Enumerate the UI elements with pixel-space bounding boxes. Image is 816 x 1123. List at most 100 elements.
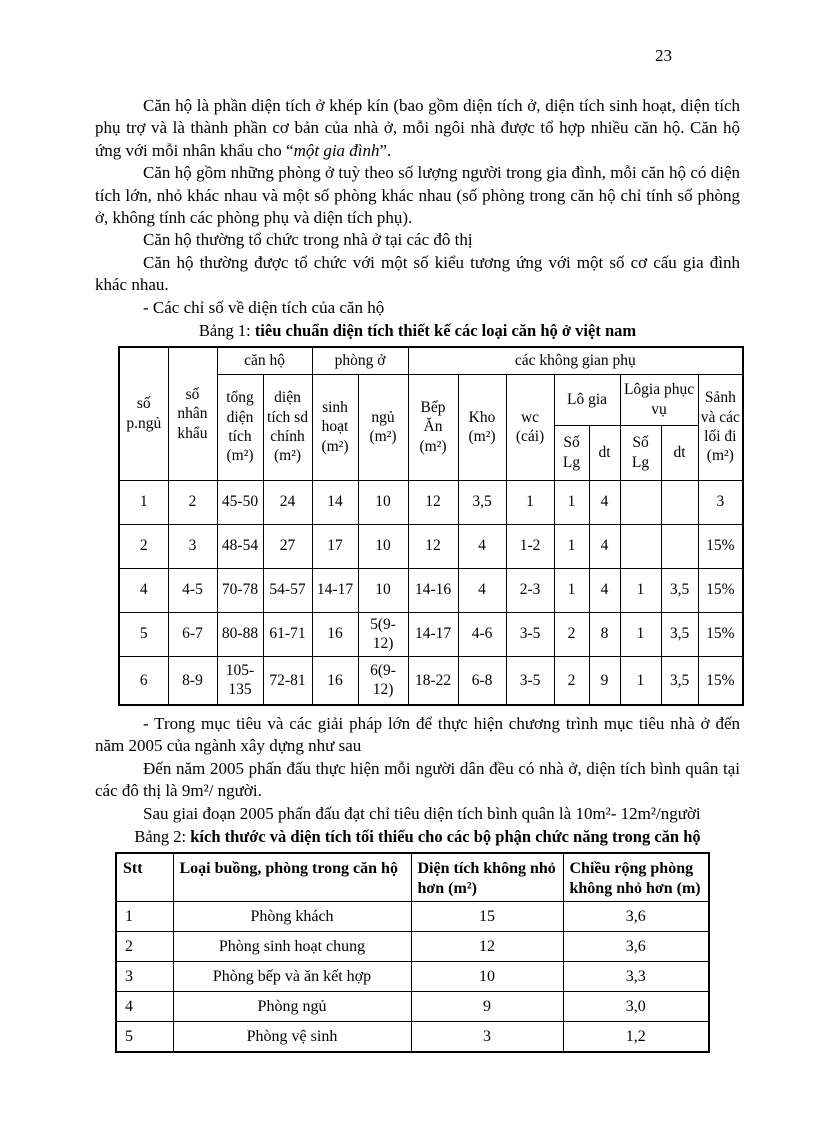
cell: 10: [357, 567, 409, 613]
table2-row: 2 Phòng sinh hoạt chung 12 3,6: [115, 931, 710, 963]
cell: 4: [457, 567, 507, 613]
cell: 12: [410, 931, 564, 963]
header-cell-kitchen: Bếp Ăn (m²): [407, 373, 459, 481]
cell: 12: [407, 523, 459, 569]
cell: 3,5: [660, 567, 699, 613]
table2-row: 1 Phòng khách 15 3,6: [115, 901, 710, 933]
header-group-aux-spaces: các không gian phụ: [407, 346, 744, 375]
cell: 3: [410, 1021, 564, 1053]
cell: 8: [588, 611, 621, 657]
cell: Phòng sinh hoạt chung: [172, 931, 412, 963]
cell: Phòng vệ sinh: [172, 1021, 412, 1053]
table2-caption: Bảng 2: kích thước và diện tích tối thiể…: [95, 826, 740, 848]
paragraph-program-goals: - Trong mục tiêu và các giải pháp lớn để…: [95, 714, 740, 756]
cell: 1: [553, 567, 590, 613]
table1-row: 2 3 48-54 27 17 10 12 4 1-2 1 4 15%: [118, 523, 744, 569]
cell: 14: [311, 479, 359, 525]
table1-caption: Bảng 1: tiêu chuẩn diện tích thiết kế cá…: [95, 320, 740, 342]
paragraph-apartment-urban: Căn hộ thường tổ chức trong nhà ở tại cá…: [143, 230, 473, 250]
paragraph-apartment-types: Căn hộ thường được tổ chức với một số ki…: [95, 252, 740, 295]
paragraph-apartment-rooms: Căn hộ gồm những phòng ở tuỳ theo số lượ…: [95, 163, 740, 228]
header-cell-main-area: diện tích sd chính (m²): [262, 373, 313, 481]
cell: 3,3: [562, 961, 710, 993]
header-cell-wc: wc (cái): [505, 373, 555, 481]
cell: 4-6: [457, 611, 507, 657]
cell: 10: [410, 961, 564, 993]
paragraph-goal-2005: Đến năm 2005 phấn đấu thực hiện mỗi ngườ…: [95, 758, 740, 801]
cell: 12: [407, 479, 459, 525]
header-cell-storage: Kho (m²): [457, 373, 507, 481]
cell: 105-135: [216, 655, 264, 706]
cell: 6-7: [167, 611, 218, 657]
cell: 6(9-12): [357, 655, 409, 706]
cell: 15%: [697, 655, 744, 706]
table1-caption-title: tiêu chuẩn diện tích thiết kế các loại c…: [254, 321, 637, 341]
cell: 3: [167, 523, 218, 569]
cell: 1: [619, 611, 662, 657]
table2-header-row: Stt Loại buồng, phòng trong căn hộ Diện …: [115, 852, 710, 903]
cell: 15%: [697, 567, 744, 613]
cell: 15: [410, 901, 564, 933]
cell: 6-8: [457, 655, 507, 706]
header-cell-loggia-count: Số Lg: [553, 424, 590, 481]
cell: 1: [619, 567, 662, 613]
page-number: 23: [655, 46, 672, 65]
cell: 15%: [697, 523, 744, 569]
cell: 1: [118, 479, 169, 525]
cell: 9: [410, 991, 564, 1023]
table1-row: 1 2 45-50 24 14 10 12 3,5 1 1 4 3: [118, 479, 744, 525]
cell: 72-81: [262, 655, 313, 706]
cell: 14-16: [407, 567, 459, 613]
header-cell-min-width: Chiều rộng phòng không nhỏ hơn (m): [562, 852, 710, 903]
cell: 3-5: [505, 611, 555, 657]
cell: 70-78: [216, 567, 264, 613]
header-group-loggia: Lô gia: [553, 373, 621, 426]
header-cell-stt: Stt: [115, 852, 174, 903]
cell: Phòng khách: [172, 901, 412, 933]
cell: 1: [553, 523, 590, 569]
header-cell-living: sinh hoạt (m²): [311, 373, 359, 481]
header-cell-rooms: số p.ngủ: [118, 346, 169, 481]
page-content: Căn hộ là phần diện tích ở khép kín (bao…: [95, 95, 745, 1054]
table1-caption-label: Bảng 1:: [198, 321, 251, 341]
header-cell-loggia-area: dt: [588, 424, 621, 481]
paragraph-apartment-definition: Căn hộ là phần diện tích ở khép kín (bao…: [95, 95, 740, 162]
cell: 3: [115, 961, 174, 993]
cell: 14-17: [311, 567, 359, 613]
cell: [660, 523, 699, 569]
cell: 1: [553, 479, 590, 525]
cell: 4: [588, 567, 621, 613]
cell: 4: [457, 523, 507, 569]
header-cell-hall: Sảnh và các lối đi (m²): [697, 373, 744, 481]
table2-min-dimensions: Stt Loại buồng, phòng trong căn hộ Diện …: [115, 852, 710, 1054]
header-cell-service-loggia-area: dt: [660, 424, 699, 481]
header-group-service-loggia: Lôgia phục vụ: [619, 373, 699, 426]
cell: 15%: [697, 611, 744, 657]
cell: 1: [505, 479, 555, 525]
cell: 3,5: [457, 479, 507, 525]
cell: 3: [697, 479, 744, 525]
table2-row: 3 Phòng bếp và ăn kết hợp 10 3,3: [115, 961, 710, 993]
cell: 2: [553, 655, 590, 706]
table1-row: 5 6-7 80-88 61-71 16 5(9-12) 14-17 4-6 3…: [118, 611, 744, 657]
cell: 3,6: [562, 931, 710, 963]
cell: 9: [588, 655, 621, 706]
cell: 2-3: [505, 567, 555, 613]
cell: 5: [115, 1021, 174, 1053]
cell: 10: [357, 479, 409, 525]
cell: [619, 523, 662, 569]
cell: [619, 479, 662, 525]
cell: 5(9-12): [357, 611, 409, 657]
cell: 16: [311, 655, 359, 706]
header-cell-persons: số nhân khẩu: [167, 346, 218, 481]
paragraph-goal-after-2005: Sau giai đoạn 2005 phấn đấu đạt chỉ tiêu…: [143, 803, 701, 823]
cell: 2: [115, 931, 174, 963]
header-cell-total-area: tổng diện tích (m²): [216, 373, 264, 481]
cell: 1: [619, 655, 662, 706]
cell: 4: [115, 991, 174, 1023]
cell: 4: [588, 479, 621, 525]
cell: 2: [118, 523, 169, 569]
cell: 80-88: [216, 611, 264, 657]
paragraph-text: Căn hộ là phần diện tích ở khép kín (bao…: [95, 96, 740, 160]
